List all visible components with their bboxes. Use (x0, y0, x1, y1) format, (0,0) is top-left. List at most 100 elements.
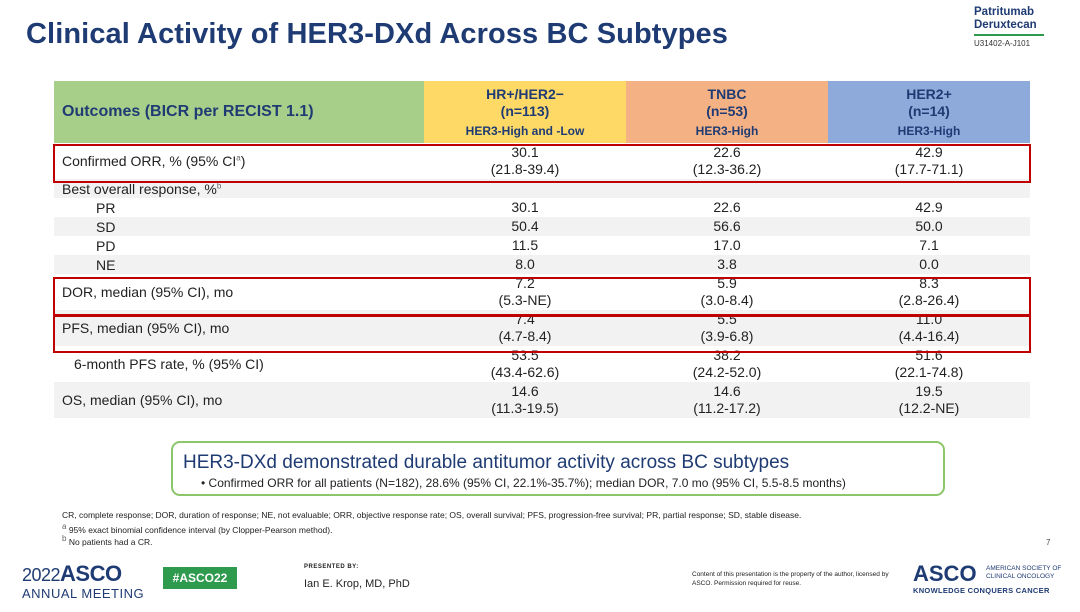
footnote-b-text: No patients had a CR. (68, 536, 153, 547)
value-estimate: 50.0 (915, 218, 943, 234)
meeting-logo: 2022ASCO (22, 561, 122, 587)
brand-divider (974, 34, 1044, 36)
value-ci: (21.8-39.4) (490, 161, 560, 177)
value-ci: (43.4-62.6) (490, 364, 560, 380)
value-ci: (3.0-8.4) (700, 292, 754, 308)
highlight-dor (53, 277, 1031, 316)
row-footnote-marker: b (216, 180, 222, 190)
value-cell: 19.5 (12.2-NE) (828, 382, 1030, 418)
row-label: DOR, median (95% CI), mo (54, 274, 424, 310)
row-label-text: DOR, median (95% CI), mo (62, 284, 234, 300)
column-name: TNBC (707, 86, 747, 102)
column-subgroup: HER3-High and -Low (465, 124, 585, 138)
value-cell: 50.0 (828, 217, 1030, 236)
value-cell: 22.6 (626, 198, 828, 217)
table-row: Confirmed ORR, % (95% CIa) 30.1 (21.8-39.4… (54, 143, 1030, 179)
row-footnote-marker: a (236, 153, 241, 163)
value-estimate: 17.0 (713, 237, 741, 253)
value-cell: 30.1 (424, 198, 626, 217)
value-estimate: 7.1 (919, 237, 939, 253)
value-cell (424, 179, 626, 198)
value-cell: 8.0 (424, 255, 626, 274)
row-label: PD (54, 236, 424, 255)
row-label: Confirmed ORR, % (95% CIa) (54, 143, 424, 179)
value-estimate: 42.9 (915, 144, 943, 160)
outcomes-table: Outcomes (BICR per RECIST 1.1) HR+/HER2−… (54, 81, 1030, 418)
value-cell: 7.2 (5.3-NE) (424, 274, 626, 310)
key-finding-headline: HER3-DXd demonstrated durable antitumor … (183, 452, 790, 473)
value-estimate: 56.6 (713, 218, 741, 234)
row-label-text: PD (96, 237, 116, 254)
column-n: (n=14) (908, 103, 950, 119)
column-n: (n=53) (706, 103, 748, 119)
brand-line-2: Deruxtecan (974, 19, 1037, 31)
footnote-abbreviations: CR, complete response; DOR, duration of … (62, 510, 802, 520)
hashtag-badge: #ASCO22 (163, 567, 237, 589)
highlight-pfs (53, 315, 1031, 353)
footnote-a: a 95% exact binomial confidence interval… (62, 522, 332, 535)
meeting-name: ANNUAL MEETING (22, 586, 145, 601)
key-finding-bullet-text: Confirmed ORR for all patients (N=182), … (208, 476, 846, 490)
value-estimate: 7.2 (515, 275, 535, 291)
column-header-hr-her2-neg: HR+/HER2− (n=113) HER3-High and -Low (424, 81, 626, 143)
row-label-text: Best overall response, % (62, 180, 217, 197)
value-ci: (11.3-19.5) (491, 400, 559, 416)
row-label-text: PFS, median (95% CI), mo (62, 320, 230, 336)
society-tagline: KNOWLEDGE CONQUERS CANCER (913, 586, 1050, 595)
presented-by-label: PRESENTED BY: (304, 564, 359, 570)
presenter-name: Ian E. Krop, MD, PhD (304, 578, 410, 590)
table-row: PR 30.1 22.6 42.9 (54, 198, 1030, 217)
column-header-her2-pos: HER2+ (n=14) HER3-High (828, 81, 1030, 143)
value-ci: (4.7-8.4) (498, 328, 552, 344)
table-row: DOR, median (95% CI), mo 7.2 (5.3-NE) 5.9 (3… (54, 274, 1030, 310)
column-subgroup: HER3-High (695, 124, 759, 138)
row-label-text: NE (96, 256, 116, 273)
value-cell: 14.6 (11.3-19.5) (424, 382, 626, 418)
value-ci: (5.3-NE) (498, 292, 552, 308)
outcomes-header: Outcomes (BICR per RECIST 1.1) (54, 81, 424, 143)
value-estimate: 5.9 (717, 275, 737, 291)
row-label: Best overall response, %b (54, 179, 424, 198)
value-estimate: 42.9 (915, 199, 943, 215)
value-cell: 42.9 (828, 198, 1030, 217)
value-cell (828, 179, 1030, 198)
value-ci: (11.2-17.2) (693, 400, 761, 416)
row-label-text: 6-month PFS rate, % (95% CI) (74, 356, 264, 372)
row-label: PR (54, 198, 424, 217)
brand-line-1: Patritumab (974, 6, 1035, 18)
value-cell: 3.8 (626, 255, 828, 274)
value-estimate: 30.1 (511, 199, 539, 215)
value-estimate: 8.0 (515, 256, 535, 272)
value-estimate: 22.6 (713, 199, 741, 215)
footnote-a-marker: a (62, 522, 67, 531)
row-label-text: OS, median (95% CI), mo (62, 392, 223, 408)
value-estimate: 0.0 (919, 256, 939, 272)
table-row: 6-month PFS rate, % (95% CI) 53.5 (43.4-62… (54, 346, 1030, 382)
row-label: SD (54, 217, 424, 236)
value-cell (626, 179, 828, 198)
value-ci: (17.7-71.1) (894, 161, 964, 177)
society-name: AMERICAN SOCIETY OF CLINICAL ONCOLOGY (986, 565, 1062, 580)
value-ci: (3.9-6.8) (700, 328, 754, 344)
table-header-row: Outcomes (BICR per RECIST 1.1) HR+/HER2−… (54, 81, 1030, 143)
value-cell: 17.0 (626, 236, 828, 255)
value-cell: 50.4 (424, 217, 626, 236)
value-cell: 8.3 (2.8-26.4) (828, 274, 1030, 310)
column-n: (n=113) (500, 103, 550, 119)
value-cell: 22.6 (12.3-36.2) (626, 143, 828, 179)
value-cell: 7.1 (828, 236, 1030, 255)
table-row: PD 11.5 17.0 7.1 (54, 236, 1030, 255)
table-row: Best overall response, %b (54, 179, 1030, 198)
value-ci: (4.4-16.4) (898, 328, 960, 344)
meeting-year: 2022 (22, 565, 61, 585)
page-number: 7 (1046, 538, 1051, 547)
table-row: SD 50.4 56.6 50.0 (54, 217, 1030, 236)
meeting-asco: ASCO (60, 561, 122, 586)
value-estimate: 30.1 (511, 144, 539, 160)
value-estimate: 14.6 (511, 383, 539, 399)
value-cell: 5.9 (3.0-8.4) (626, 274, 828, 310)
value-estimate: 11.5 (511, 237, 539, 253)
value-cell: 56.6 (626, 217, 828, 236)
value-ci: (2.8-26.4) (898, 292, 960, 308)
key-finding-box: HER3-DXd demonstrated durable antitumor … (171, 441, 945, 496)
